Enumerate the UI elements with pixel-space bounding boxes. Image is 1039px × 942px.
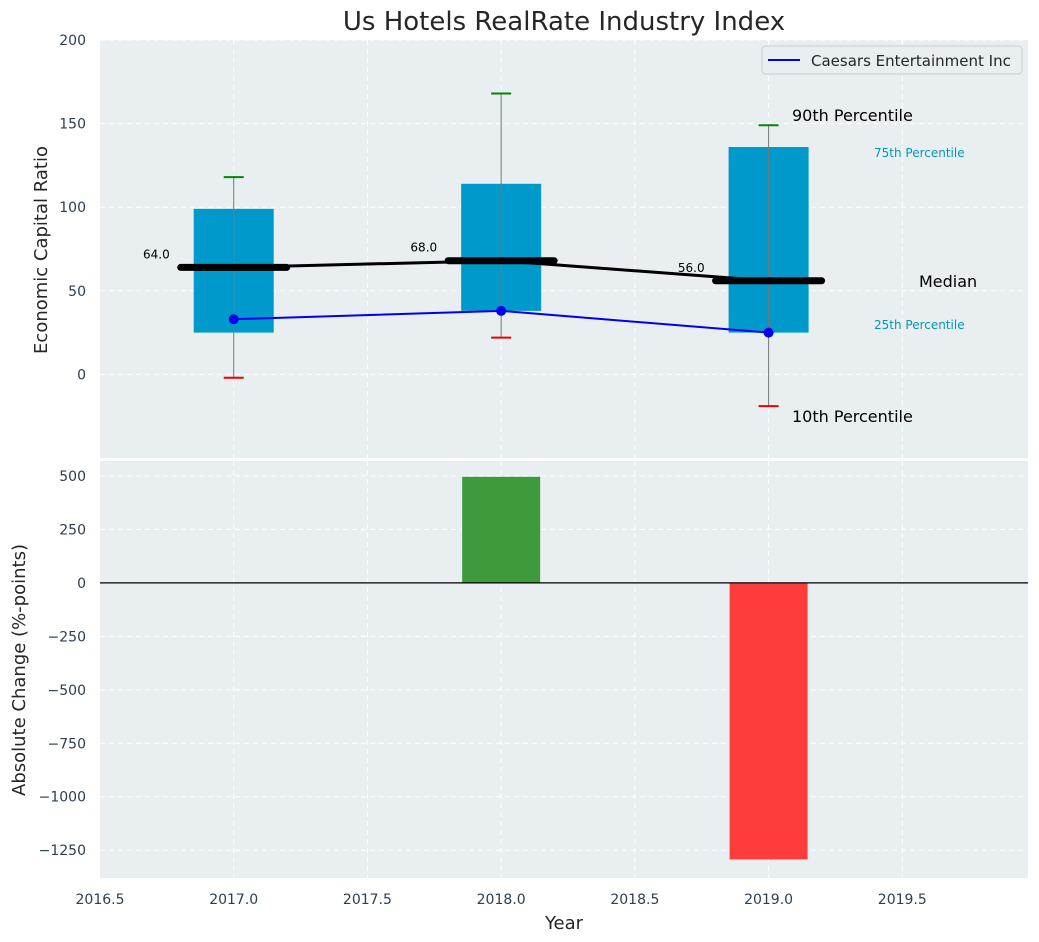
median-line-group: 64.0 68.0 56.0 [143, 241, 826, 285]
legend-box [761, 45, 1023, 75]
bottom-y-tick-label: −750 [48, 736, 86, 752]
median-value-label: 68.0 [410, 241, 437, 255]
top-y-axis-label: Economic Capital Ratio [31, 146, 52, 354]
series-point [763, 327, 774, 338]
bottom-y-tick-labels: 500 250 0 −250 −500 −750 −1000 −1250 [39, 469, 86, 859]
chart-title: Us Hotels RealRate Industry Index [343, 7, 785, 37]
bottom-y-tick-label: 0 [77, 576, 86, 592]
top-y-tick-labels: 0 50 100 150 200 [59, 33, 86, 383]
bottom-y-tick-label: −1250 [39, 843, 86, 859]
p90-annotation: 90th Percentile [792, 106, 913, 125]
x-tick-labels: 2016.5 2017.0 2017.5 2018.0 2018.5 2019.0 2019… [76, 892, 927, 908]
series-point [496, 305, 507, 316]
median-value-label: 64.0 [143, 247, 170, 261]
x-tick-label: 2019.0 [744, 892, 793, 908]
median-annotation: Median [919, 272, 977, 291]
bottom-y-tick-label: 500 [59, 469, 86, 485]
change-bars [462, 476, 808, 860]
top-y-tick-label: 150 [59, 117, 86, 133]
bottom-panel: 500 250 0 −250 −500 −750 −1000 −1250 2016.5 2017… [9, 461, 1028, 934]
p75-annotation: 75th Percentile [874, 146, 965, 160]
bottom-y-tick-label: 250 [59, 522, 86, 538]
bottom-y-tick-label: −250 [48, 629, 86, 645]
median-value-label: 56.0 [678, 261, 705, 275]
company-series [228, 305, 774, 338]
top-panel: 0 50 100 150 200 Economic Capital Ratio 64.0… [31, 33, 1028, 458]
top-y-tick-label: 200 [59, 33, 86, 49]
positive-change-bar [462, 476, 541, 583]
top-y-tick-label: 50 [68, 284, 86, 300]
bottom-y-tick-label: −500 [48, 683, 86, 699]
x-tick-label: 2017.0 [209, 892, 258, 908]
top-y-tick-label: 100 [59, 200, 86, 216]
bottom-y-tick-label: −1000 [39, 790, 86, 806]
top-y-tick-label: 0 [77, 367, 86, 383]
x-tick-label: 2019.5 [878, 892, 927, 908]
x-tick-label: 2018.0 [477, 892, 526, 908]
p25-annotation: 25th Percentile [874, 318, 965, 332]
x-tick-label: 2018.5 [610, 892, 659, 908]
legend: Caesars Entertainment Inc [761, 45, 1023, 75]
x-tick-label: 2017.5 [343, 892, 392, 908]
negative-change-bar [729, 582, 808, 860]
x-tick-label: 2016.5 [76, 892, 125, 908]
x-axis-label: Year [544, 913, 584, 934]
legend-label: Caesars Entertainment Inc [811, 52, 1011, 70]
p10-annotation: 10th Percentile [792, 407, 913, 426]
bottom-plot-background [100, 461, 1028, 878]
series-point [228, 314, 239, 325]
bottom-y-axis-label: Absolute Change (%-points) [9, 544, 30, 796]
